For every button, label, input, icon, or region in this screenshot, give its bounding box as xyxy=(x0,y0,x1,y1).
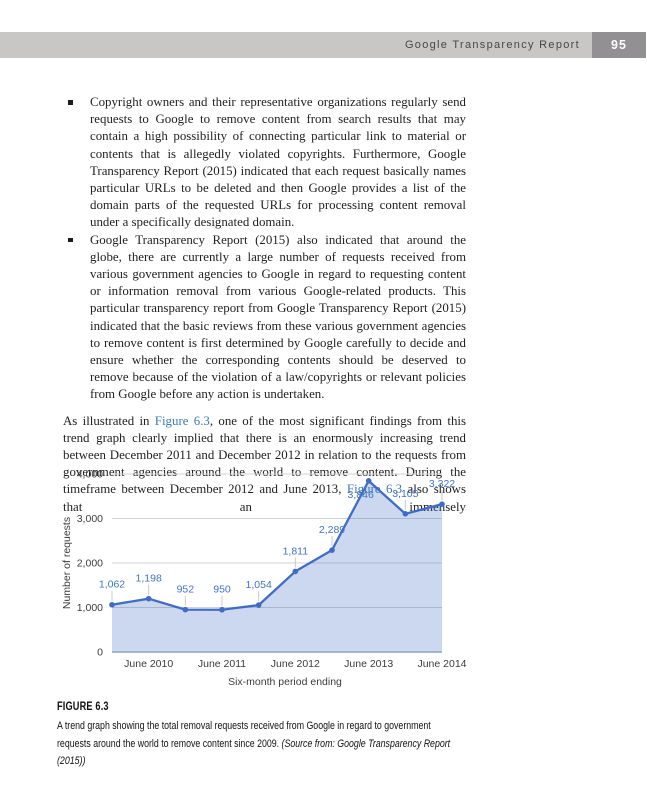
x-axis-title: Six-month period ending xyxy=(228,676,342,688)
paragraph-text: As illustrated in xyxy=(63,413,155,428)
bullet-item: Copyright owners and their representativ… xyxy=(63,94,466,232)
data-point-marker xyxy=(109,601,115,608)
y-axis-tick-label: 1,000 xyxy=(77,602,103,614)
bullet-square-icon xyxy=(68,237,73,243)
y-axis-tick-label: 3,000 xyxy=(77,513,103,525)
running-header: Google Transparency Report xyxy=(0,32,592,58)
y-axis-tick-label: 2,000 xyxy=(77,558,103,570)
y-axis-tick-label: 4,000 xyxy=(77,469,103,481)
x-axis-tick-label: June 2010 xyxy=(124,658,173,670)
data-point-label: 952 xyxy=(177,584,195,596)
paragraph-text: , one of the most significant findings f… xyxy=(63,413,466,497)
trend-chart: 1,062 1,198 952 950 1,054 1,811 2,289 3,846 3,10… xyxy=(0,460,647,700)
figure-caption-source: (Source from: Google Transparency Report… xyxy=(57,737,451,768)
running-header-title: Google Transparency Report xyxy=(404,39,580,51)
data-point-label: 950 xyxy=(213,584,231,596)
data-point-marker xyxy=(255,602,262,608)
page-number-box: 95 xyxy=(592,32,646,58)
body-paragraph: As illustrated in Figure 6.3, one of the… xyxy=(63,413,466,516)
data-point-label: 1,054 xyxy=(246,579,272,591)
text-column: Copyright owners and their representativ… xyxy=(63,94,466,516)
data-point-label: 2,289 xyxy=(319,524,345,536)
y-axis-title: Number of requests xyxy=(61,517,73,609)
x-axis-tick-label: June 2012 xyxy=(271,658,320,670)
bullet-text: Copyright owners and their representativ… xyxy=(90,95,466,230)
data-point-marker xyxy=(402,511,409,517)
x-axis-tick-label: June 2013 xyxy=(344,658,393,670)
x-axis-tick-label: June 2011 xyxy=(198,658,246,670)
area-fill xyxy=(112,480,442,652)
data-point-marker xyxy=(329,547,335,553)
paragraph-text: also shows that an immensely xyxy=(63,482,466,514)
bullet-square-icon xyxy=(68,100,73,105)
data-point-marker xyxy=(145,595,152,602)
data-point-marker xyxy=(439,501,445,507)
y-axis-tick-label: 0 xyxy=(97,647,103,659)
data-point-label: 1,811 xyxy=(283,545,309,557)
bullet-item: Google Transparency Report (2015) also i… xyxy=(63,232,466,404)
page-number: 95 xyxy=(611,38,627,52)
bullet-text: Google Transparency Report (2015) also i… xyxy=(90,232,466,402)
trend-line xyxy=(111,479,443,611)
data-point-marker xyxy=(292,568,299,575)
figure-caption-label: FIGURE 6.3 xyxy=(57,701,109,713)
data-point-marker xyxy=(219,606,225,613)
figure-reference-link[interactable]: Figure 6.3 xyxy=(347,482,402,496)
data-point-label: 1,198 xyxy=(136,573,162,585)
x-axis-tick-label: June 2014 xyxy=(417,658,466,670)
data-point-label: 3,105 xyxy=(392,488,418,500)
trend-chart-svg: 1,062 1,198 952 950 1,054 1,811 2,289 3,846 3,10… xyxy=(61,469,467,689)
data-point-label: 1,062 xyxy=(99,579,125,591)
data-point-label: 3,322 xyxy=(429,478,455,490)
data-point-label: 3,846 xyxy=(348,489,374,501)
data-point-marker xyxy=(365,478,372,484)
data-point-marker xyxy=(182,606,189,613)
figure-caption-body: A trend graph showing the total removal … xyxy=(57,720,431,750)
figure-caption-text: A trend graph showing the total removal … xyxy=(57,718,461,771)
figure-reference-link[interactable]: Figure 6.3 xyxy=(154,413,210,428)
figure-caption: FIGURE 6.3 A trend graph showing the tot… xyxy=(57,701,461,771)
